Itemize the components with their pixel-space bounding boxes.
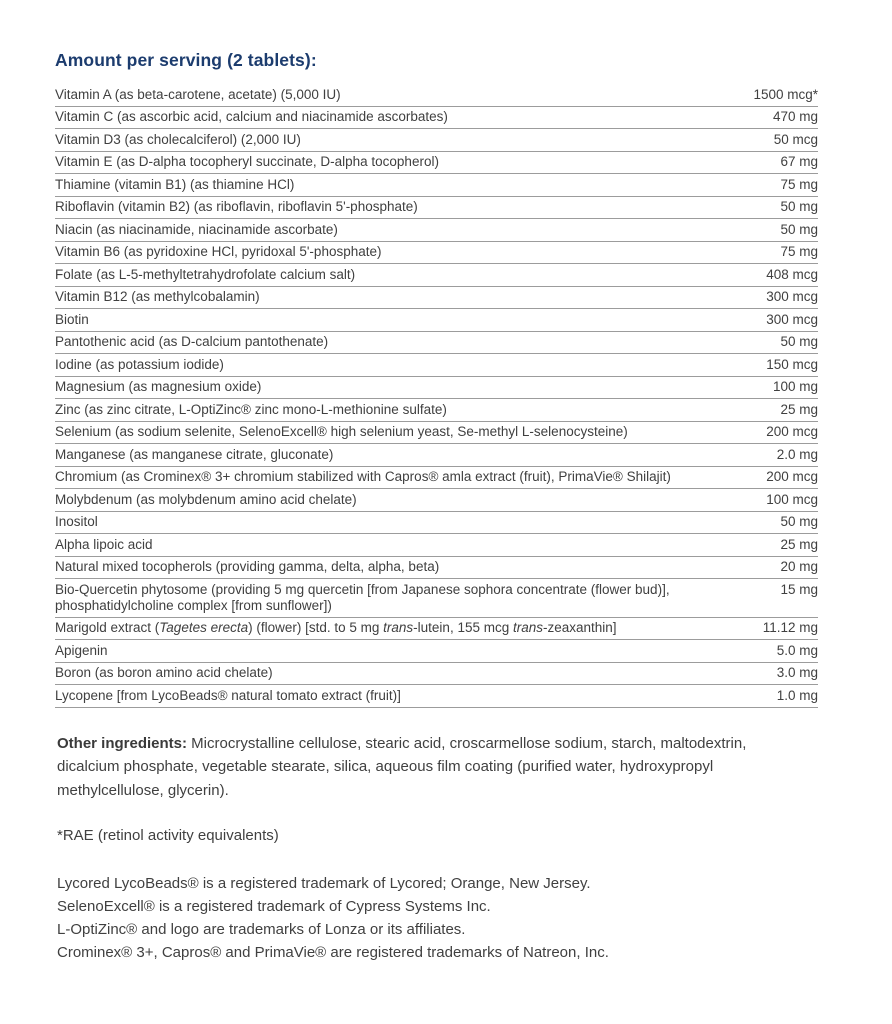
table-row: Magnesium (as magnesium oxide) 100 mg	[55, 376, 818, 399]
ingredient-name: Riboflavin (vitamin B2) (as riboflavin, …	[55, 196, 748, 219]
supplement-table: Vitamin A (as beta-carotene, acetate) (5…	[55, 84, 818, 708]
table-row: Chromium (as Crominex® 3+ chromium stabi…	[55, 466, 818, 489]
table-row: Inositol 50 mg	[55, 511, 818, 534]
other-ingredients-text: Microcrystalline cellulose, stearic acid…	[57, 734, 747, 799]
ingredient-amount: 50 mg	[748, 331, 818, 354]
ingredient-amount: 3.0 mg	[748, 662, 818, 685]
table-row: Selenium (as sodium selenite, SelenoExce…	[55, 421, 818, 444]
ingredient-amount: 200 mcg	[748, 466, 818, 489]
other-ingredients-paragraph: Other ingredients: Microcrystalline cell…	[57, 732, 799, 803]
ingredient-amount: 1.0 mg	[748, 684, 818, 708]
ingredient-name: Marigold extract (Tagetes erecta) (flowe…	[55, 617, 748, 640]
table-row: Vitamin D3 (as cholecalciferol) (2,000 I…	[55, 128, 818, 152]
table-row: Vitamin B6 (as pyridoxine HCl, pyridoxal…	[55, 241, 818, 264]
trademark-line: SelenoExcell® is a registered trademark …	[57, 897, 491, 915]
ingredient-amount: 50 mg	[748, 196, 818, 219]
ingredient-amount: 25 mg	[748, 533, 818, 557]
table-row: Manganese (as manganese citrate, glucona…	[55, 443, 818, 467]
ingredient-amount: 20 mg	[748, 556, 818, 579]
ingredient-amount: 2.0 mg	[748, 443, 818, 467]
table-row: Apigenin 5.0 mg	[55, 639, 818, 663]
table-row: Zinc (as zinc citrate, L-OptiZinc® zinc …	[55, 398, 818, 422]
ingredient-name: Molybdenum (as molybdenum amino acid che…	[55, 488, 748, 512]
ingredient-amount: 50 mg	[748, 511, 818, 534]
ingredient-name: Vitamin C (as ascorbic acid, calcium and…	[55, 106, 748, 129]
table-row: Molybdenum (as molybdenum amino acid che…	[55, 488, 818, 512]
ingredient-name: Iodine (as potassium iodide)	[55, 353, 748, 377]
ingredient-name: Vitamin D3 (as cholecalciferol) (2,000 I…	[55, 128, 748, 152]
ingredient-name: Manganese (as manganese citrate, glucona…	[55, 443, 748, 467]
trademark-line: Lycored LycoBeads® is a registered trade…	[57, 874, 591, 892]
page-title: Amount per serving (2 tablets):	[55, 50, 317, 70]
ingredient-name: Inositol	[55, 511, 748, 534]
ingredient-name: Zinc (as zinc citrate, L-OptiZinc® zinc …	[55, 398, 748, 422]
ingredient-name: Natural mixed tocopherols (providing gam…	[55, 556, 748, 579]
ingredient-amount: 50 mg	[748, 218, 818, 242]
ingredient-amount: 25 mg	[748, 398, 818, 422]
table-row: Bio-Quercetin phytosome (providing 5 mg …	[55, 578, 818, 618]
table-row: Marigold extract (Tagetes erecta) (flowe…	[55, 617, 818, 640]
ingredient-amount: 5.0 mg	[748, 639, 818, 663]
ingredient-name: Alpha lipoic acid	[55, 533, 748, 557]
ingredient-amount: 75 mg	[748, 241, 818, 264]
ingredient-name: Pantothenic acid (as D-calcium pantothen…	[55, 331, 748, 354]
ingredient-name: Selenium (as sodium selenite, SelenoExce…	[55, 421, 748, 444]
table-row: Vitamin C (as ascorbic acid, calcium and…	[55, 106, 818, 129]
ingredient-amount: 11.12 mg	[748, 617, 818, 640]
ingredient-amount: 300 mcg	[748, 286, 818, 309]
ingredient-amount: 408 mcg	[748, 263, 818, 287]
trademark-line: L-OptiZinc® and logo are trademarks of L…	[57, 920, 466, 938]
table-row: Alpha lipoic acid 25 mg	[55, 533, 818, 557]
ingredient-amount: 150 mcg	[748, 353, 818, 377]
table-row: Thiamine (vitamin B1) (as thiamine HCl) …	[55, 173, 818, 197]
ingredient-name: Vitamin E (as D-alpha tocopheryl succina…	[55, 151, 748, 174]
rae-note: *RAE (retinol activity equivalents)	[57, 827, 279, 844]
table-row: Biotin 300 mcg	[55, 308, 818, 332]
table-row: Iodine (as potassium iodide) 150 mcg	[55, 353, 818, 377]
supplement-table-body: Vitamin A (as beta-carotene, acetate) (5…	[55, 84, 818, 708]
other-ingredients-label: Other ingredients:	[57, 734, 188, 752]
table-row: Boron (as boron amino acid chelate) 3.0 …	[55, 662, 818, 685]
trademark-notes: Lycored LycoBeads® is a registered trade…	[57, 872, 818, 964]
ingredient-name: Boron (as boron amino acid chelate)	[55, 662, 748, 685]
ingredient-amount: 100 mg	[748, 376, 818, 399]
ingredient-amount: 100 mcg	[748, 488, 818, 512]
ingredient-name: Magnesium (as magnesium oxide)	[55, 376, 748, 399]
ingredient-amount: 15 mg	[748, 578, 818, 618]
ingredient-amount: 1500 mcg*	[748, 84, 818, 107]
table-row: Riboflavin (vitamin B2) (as riboflavin, …	[55, 196, 818, 219]
ingredient-name: Folate (as L-5-methyltetrahydrofolate ca…	[55, 263, 748, 287]
table-row: Vitamin A (as beta-carotene, acetate) (5…	[55, 84, 818, 107]
ingredient-amount: 200 mcg	[748, 421, 818, 444]
table-row: Lycopene [from LycoBeads® natural tomato…	[55, 684, 818, 708]
table-row: Vitamin B12 (as methylcobalamin) 300 mcg	[55, 286, 818, 309]
ingredient-name: Bio-Quercetin phytosome (providing 5 mg …	[55, 578, 748, 618]
ingredient-amount: 300 mcg	[748, 308, 818, 332]
table-row: Pantothenic acid (as D-calcium pantothen…	[55, 331, 818, 354]
table-row: Niacin (as niacinamide, niacinamide asco…	[55, 218, 818, 242]
ingredient-name: Biotin	[55, 308, 748, 332]
ingredient-name: Apigenin	[55, 639, 748, 663]
ingredient-name: Niacin (as niacinamide, niacinamide asco…	[55, 218, 748, 242]
table-row: Vitamin E (as D-alpha tocopheryl succina…	[55, 151, 818, 174]
ingredient-name: Vitamin B6 (as pyridoxine HCl, pyridoxal…	[55, 241, 748, 264]
ingredient-amount: 50 mcg	[748, 128, 818, 152]
ingredient-name: Lycopene [from LycoBeads® natural tomato…	[55, 684, 748, 708]
ingredient-amount: 470 mg	[748, 106, 818, 129]
table-row: Natural mixed tocopherols (providing gam…	[55, 556, 818, 579]
ingredient-name: Vitamin A (as beta-carotene, acetate) (5…	[55, 84, 748, 107]
trademark-line: Crominex® 3+, Capros® and PrimaVie® are …	[57, 943, 609, 961]
ingredient-amount: 75 mg	[748, 173, 818, 197]
ingredient-name: Vitamin B12 (as methylcobalamin)	[55, 286, 748, 309]
ingredient-name: Chromium (as Crominex® 3+ chromium stabi…	[55, 466, 748, 489]
table-row: Folate (as L-5-methyltetrahydrofolate ca…	[55, 263, 818, 287]
ingredient-amount: 67 mg	[748, 151, 818, 174]
ingredient-name: Thiamine (vitamin B1) (as thiamine HCl)	[55, 173, 748, 197]
